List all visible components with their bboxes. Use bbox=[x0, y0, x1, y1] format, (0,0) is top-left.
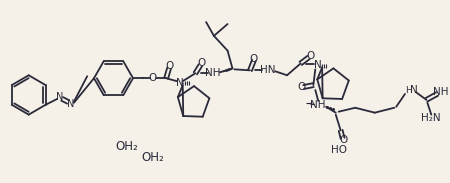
Text: NH: NH bbox=[310, 100, 326, 110]
Text: HO: HO bbox=[331, 145, 346, 155]
Text: NH: NH bbox=[205, 68, 220, 78]
Text: O: O bbox=[297, 82, 306, 92]
Text: HN: HN bbox=[260, 65, 275, 75]
Text: O: O bbox=[197, 58, 205, 68]
Text: OH₂: OH₂ bbox=[141, 151, 164, 164]
Text: N: N bbox=[410, 85, 418, 95]
Text: O: O bbox=[306, 51, 315, 61]
Text: N: N bbox=[315, 60, 322, 70]
Text: O: O bbox=[148, 73, 157, 83]
Text: O: O bbox=[250, 53, 258, 64]
Text: N: N bbox=[67, 99, 75, 109]
Text: O: O bbox=[165, 61, 173, 71]
Text: N: N bbox=[55, 92, 63, 102]
Text: OH₂: OH₂ bbox=[115, 140, 138, 153]
Text: H: H bbox=[405, 85, 412, 95]
Text: NH: NH bbox=[433, 87, 449, 97]
Text: H₂N: H₂N bbox=[422, 113, 441, 123]
Text: N: N bbox=[176, 78, 184, 88]
Text: O: O bbox=[339, 135, 348, 145]
